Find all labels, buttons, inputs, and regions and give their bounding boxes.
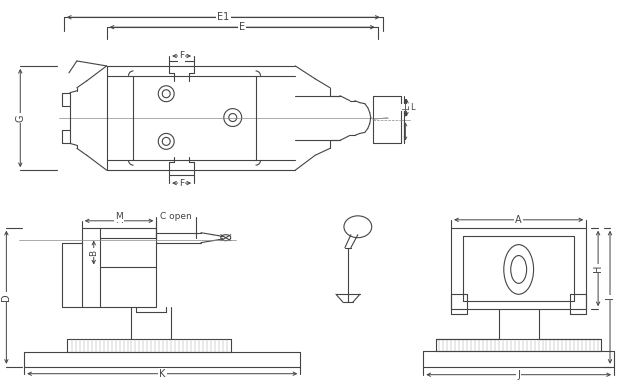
- Text: C open: C open: [161, 212, 192, 221]
- Text: M: M: [115, 212, 123, 221]
- Text: I: I: [605, 296, 615, 299]
- Text: E1: E1: [217, 12, 229, 22]
- Text: D: D: [1, 293, 11, 301]
- Text: F: F: [179, 178, 184, 187]
- Text: M: M: [115, 216, 123, 225]
- Text: L: L: [402, 105, 411, 110]
- Text: L: L: [410, 103, 415, 112]
- Text: B: B: [89, 249, 98, 256]
- Text: J: J: [517, 370, 520, 380]
- Text: E: E: [239, 22, 246, 32]
- Text: G: G: [16, 114, 25, 122]
- Text: K: K: [159, 369, 166, 379]
- Ellipse shape: [344, 216, 372, 238]
- Ellipse shape: [511, 256, 526, 283]
- Text: H: H: [593, 265, 603, 272]
- Text: F: F: [179, 52, 184, 61]
- Ellipse shape: [504, 245, 534, 294]
- Text: A: A: [515, 215, 522, 225]
